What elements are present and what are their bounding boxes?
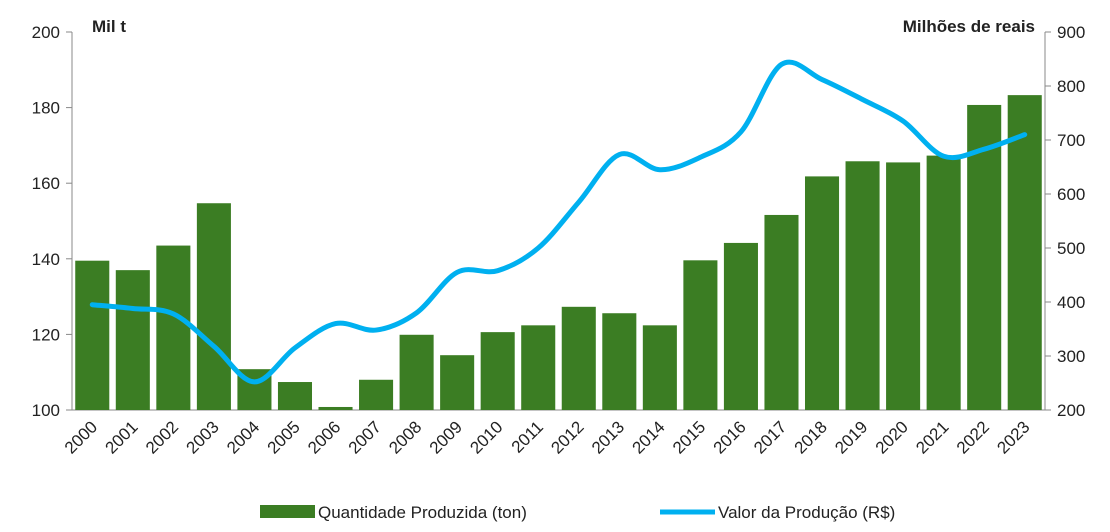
x-tick-label: 2023 [993, 417, 1033, 457]
bar [804, 176, 840, 410]
bar [480, 332, 515, 410]
bar [399, 334, 434, 410]
bar [561, 306, 596, 410]
x-tick-label: 2008 [385, 417, 425, 457]
y2-tick-label: 900 [1057, 23, 1085, 42]
x-tick-label: 2015 [669, 417, 709, 457]
y-tick-label: 140 [32, 250, 60, 269]
x-tick-label: 2001 [101, 417, 141, 457]
y-tick-label: 200 [32, 23, 60, 42]
x-tick-label: 2013 [588, 417, 628, 457]
bar [318, 406, 353, 410]
bar [277, 382, 313, 410]
x-tick-label: 2016 [710, 417, 750, 457]
x-tick-label: 2020 [872, 417, 912, 457]
y2-tick-label: 300 [1057, 347, 1085, 366]
bar [359, 379, 394, 410]
y2-tick-label: 200 [1057, 401, 1085, 420]
x-tick-label: 2012 [547, 417, 587, 457]
bar [440, 355, 475, 410]
x-tick-label: 2000 [61, 417, 101, 457]
y2-tick-label: 800 [1057, 77, 1085, 96]
y-tick-label: 180 [32, 99, 60, 118]
x-tick-label: 2018 [791, 417, 831, 457]
bar [967, 104, 1002, 410]
bar [764, 214, 799, 410]
x-tick-label: 2022 [953, 417, 993, 457]
y-tick-label: 120 [32, 325, 60, 344]
bar [115, 270, 150, 410]
bar [75, 260, 110, 410]
x-tick-label: 2014 [628, 417, 668, 457]
bar [723, 242, 758, 410]
legend-label: Quantidade Produzida (ton) [318, 503, 527, 522]
x-tick-label: 2019 [831, 417, 871, 457]
bar [683, 260, 718, 410]
x-tick-label: 2021 [912, 417, 952, 457]
bar [642, 325, 677, 410]
bar [845, 161, 880, 410]
y2-tick-label: 700 [1057, 131, 1085, 150]
y2-tick-label: 400 [1057, 293, 1085, 312]
bar [156, 245, 191, 410]
y-tick-label: 100 [32, 401, 60, 420]
x-tick-label: 2005 [264, 417, 304, 457]
line [89, 59, 1028, 385]
y-axis-title: Mil t [92, 17, 126, 36]
x-tick-label: 2006 [304, 417, 344, 457]
y-tick-label: 160 [32, 174, 60, 193]
y2-tick-label: 600 [1057, 185, 1085, 204]
x-tick-label: 2007 [345, 417, 385, 457]
x-tick-label: 2011 [508, 417, 547, 456]
x-tick-label: 2017 [750, 417, 790, 457]
bar [521, 325, 556, 410]
bar [1007, 95, 1042, 410]
x-tick-label: 2010 [466, 417, 506, 457]
legend-label: Valor da Produção (R$) [718, 503, 895, 522]
x-tick-label: 2002 [142, 417, 182, 457]
x-tick-label: 2004 [223, 417, 263, 457]
bar [602, 313, 637, 410]
bar [926, 155, 961, 410]
x-tick-label: 2009 [426, 417, 466, 457]
y2-axis-title: Milhões de reais [903, 17, 1035, 36]
x-tick-label: 2003 [183, 417, 223, 457]
bar [886, 162, 921, 410]
y2-tick-label: 500 [1057, 239, 1085, 258]
legend-swatch [260, 505, 315, 518]
bar [196, 203, 231, 410]
